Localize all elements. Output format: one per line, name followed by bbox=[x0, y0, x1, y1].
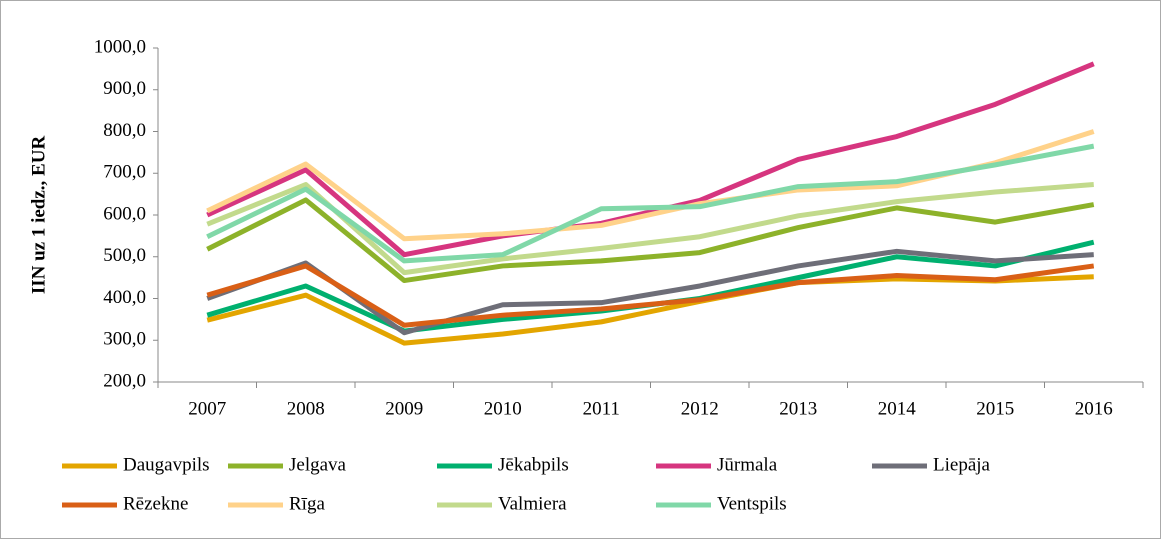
x-tick-label: 2016 bbox=[1075, 398, 1113, 419]
x-tick-label: 2009 bbox=[385, 398, 423, 419]
x-tick-label: 2010 bbox=[484, 398, 522, 419]
y-tick-label: 500,0 bbox=[103, 245, 146, 266]
y-tick-label: 600,0 bbox=[103, 203, 146, 224]
x-tick-label: 2008 bbox=[287, 398, 325, 419]
legend-label: Liepāja bbox=[933, 454, 991, 475]
legend-label: Jēkabpils bbox=[498, 454, 569, 475]
legend-label: Rīga bbox=[289, 493, 325, 514]
y-tick-label: 1000,0 bbox=[94, 36, 146, 57]
legend-label: Jelgava bbox=[289, 454, 347, 475]
series-line bbox=[206, 182, 1094, 276]
y-tick-label: 700,0 bbox=[103, 162, 146, 183]
x-tick-label: 2012 bbox=[681, 398, 719, 419]
series-line bbox=[206, 61, 1095, 258]
x-tick-label: 2011 bbox=[583, 398, 620, 419]
y-tick-label: 300,0 bbox=[103, 329, 146, 350]
series-line bbox=[206, 143, 1095, 264]
x-tick-label: 2013 bbox=[779, 398, 817, 419]
legend-label: Rēzekne bbox=[123, 493, 188, 514]
legend-label: Valmiera bbox=[498, 493, 567, 514]
legend-label: Jūrmala bbox=[717, 454, 778, 475]
legend-label: Ventspils bbox=[717, 493, 787, 514]
x-tick-label: 2007 bbox=[188, 398, 226, 419]
y-tick-label: 800,0 bbox=[103, 120, 146, 141]
y-tick-label: 900,0 bbox=[103, 78, 146, 99]
series-line bbox=[206, 263, 1095, 328]
y-tick-label: 200,0 bbox=[103, 370, 146, 391]
y-axis-label: IIN uz 1 iedz., EUR bbox=[28, 136, 49, 295]
legend-label: Daugavpils bbox=[123, 454, 210, 475]
x-tick-label: 2014 bbox=[878, 398, 917, 419]
y-tick-label: 400,0 bbox=[103, 287, 146, 308]
series-line bbox=[206, 197, 1095, 284]
x-tick-label: 2015 bbox=[976, 398, 1014, 419]
